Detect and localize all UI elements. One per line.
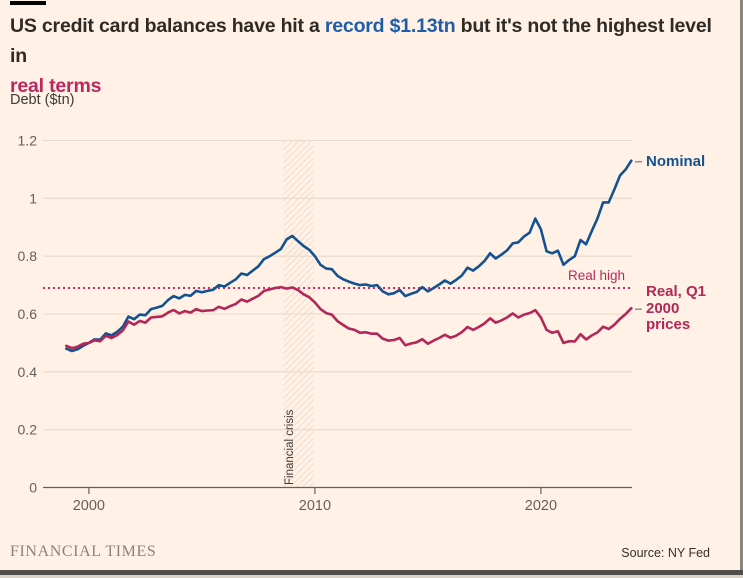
x-tick-label: 2010 bbox=[299, 498, 331, 514]
y-tick-label: 0.2 bbox=[18, 422, 38, 438]
window-border-bottom-outer bbox=[0, 575, 743, 578]
chart-title: US credit card balances have hit a recor… bbox=[10, 11, 718, 101]
y-axis-title: Debt ($tn) bbox=[10, 92, 75, 108]
source-note: Source: NY Fed bbox=[621, 546, 710, 560]
real-series-label-line3: prices bbox=[646, 316, 691, 333]
y-tick-label: 1.2 bbox=[18, 133, 38, 149]
title-text-1: US credit card balances have hit a bbox=[10, 15, 325, 37]
title-text-2: but it's not the highest level in bbox=[10, 15, 712, 67]
y-tick-label: 0.8 bbox=[18, 248, 38, 264]
y-tick-label: 0 bbox=[29, 480, 37, 496]
x-tick-label: 2020 bbox=[525, 498, 557, 514]
financial-crisis-label: Financial crisis bbox=[284, 409, 296, 485]
ft-top-rule bbox=[10, 1, 46, 5]
x-tick-label: 2000 bbox=[73, 498, 105, 514]
nominal-line bbox=[65, 159, 633, 353]
window-border-bottom bbox=[0, 570, 743, 575]
y-tick-label: 1 bbox=[29, 190, 37, 206]
window-border-right bbox=[740, 0, 743, 578]
y-tick-label: 0.6 bbox=[18, 306, 38, 322]
real-series-label: Real, Q1 2000 prices bbox=[646, 283, 707, 334]
ft-logo-text: FINANCIAL TIMES bbox=[10, 543, 157, 560]
y-tick-label: 0.4 bbox=[18, 364, 38, 380]
real-series-label-line1: Real, Q1 bbox=[646, 283, 707, 300]
nominal-series-label: Nominal bbox=[646, 153, 706, 170]
title-highlight-record: record $1.13tn bbox=[324, 15, 456, 37]
real-series-label-line2: 2000 bbox=[646, 299, 680, 317]
real-high-label: Real high bbox=[567, 268, 625, 283]
title-highlight-real-terms: real terms bbox=[10, 75, 102, 97]
real-line bbox=[65, 285, 633, 350]
